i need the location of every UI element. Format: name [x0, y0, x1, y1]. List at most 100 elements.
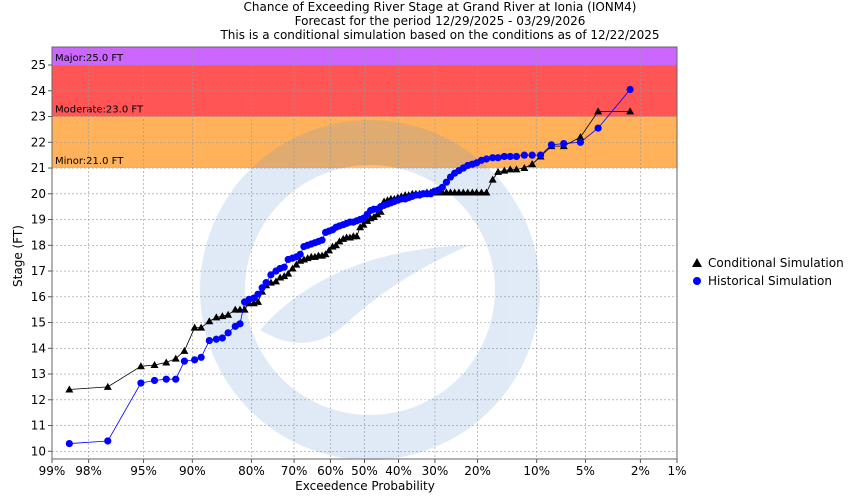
x-tick-label: 70% [281, 464, 308, 478]
data-point-historical [280, 263, 288, 271]
data-point-conditional [205, 317, 214, 325]
data-point-historical [528, 151, 536, 159]
x-tick-label: 1% [667, 464, 686, 478]
chart-titles: Chance of Exceeding River Stage at Grand… [0, 0, 850, 42]
data-point-historical [212, 335, 220, 343]
data-point-conditional [212, 313, 221, 321]
x-tick-label: 50% [351, 464, 378, 478]
data-point-historical [172, 375, 180, 383]
data-point-conditional [224, 310, 233, 318]
data-point-conditional [494, 167, 503, 175]
data-point-historical [489, 154, 497, 162]
y-tick-label: 21 [31, 161, 46, 175]
data-point-conditional [506, 165, 515, 173]
data-point-conditional [65, 385, 74, 393]
x-tick-label: 60% [317, 464, 344, 478]
data-point-historical [500, 152, 508, 161]
data-point-conditional [103, 382, 112, 390]
x-tick-label: 30% [422, 464, 449, 478]
y-tick-label: 18 [31, 238, 46, 252]
y-tick-label: 16 [31, 290, 46, 304]
data-point-conditional [150, 361, 159, 369]
data-point-historical [137, 379, 145, 387]
data-point-conditional [180, 346, 189, 354]
data-point-conditional [332, 241, 341, 249]
data-point-historical [438, 183, 446, 191]
axes: 10 11 12 13 14 15 16 17 18 19 20 21 22 23 24 25 99% 98% 95… [31, 46, 687, 478]
data-point-conditional [162, 358, 171, 366]
data-point-historical [576, 138, 585, 146]
data-point-historical [512, 152, 521, 161]
data-point-conditional [500, 166, 509, 174]
data-point-historical [318, 236, 326, 244]
legend-label-conditional: Conditional Simulation [708, 256, 844, 270]
data-point-historical [205, 336, 213, 345]
data-point-conditional [136, 362, 145, 370]
data-point-historical [224, 329, 232, 337]
grid-lines [51, 47, 678, 459]
plot-border [51, 46, 678, 460]
data-point-historical [197, 353, 205, 361]
y-tick-label: 13 [31, 367, 46, 381]
data-point-historical [218, 334, 226, 342]
data-point-historical [180, 357, 188, 365]
data-point-conditional [254, 297, 263, 305]
band-label-0: Major:25.0 FT [55, 53, 124, 64]
data-point-conditional [171, 354, 180, 362]
x-tick-label: 2% [631, 464, 650, 478]
data-point-conditional [594, 107, 603, 115]
data-point-historical [104, 437, 112, 445]
x-tick-label: 80% [238, 464, 265, 478]
data-point-historical [150, 376, 159, 385]
circle-marker-icon [693, 277, 701, 285]
data-point-historical [520, 151, 528, 159]
y-tick-label: 10 [31, 444, 46, 458]
data-point-conditional [626, 107, 635, 115]
x-tick-label: 5% [576, 464, 595, 478]
data-point-historical [258, 284, 266, 292]
legend-item-historical: Historical Simulation [690, 272, 844, 290]
legend: Conditional Simulation Historical Simula… [690, 254, 844, 290]
data-point-conditional [292, 260, 301, 268]
legend-item-conditional: Conditional Simulation [690, 254, 844, 272]
data-point-conditional [288, 264, 297, 272]
series-layer [65, 85, 635, 448]
data-point-conditional [321, 250, 330, 258]
data-point-historical [236, 320, 244, 328]
triangle-marker-icon [692, 258, 702, 267]
data-point-conditional [218, 312, 227, 320]
y-tick-label: 12 [31, 393, 46, 407]
x-tick-label: 98% [75, 464, 102, 478]
data-point-conditional [284, 269, 293, 277]
band-label-2: Minor:21.0 FT [55, 156, 124, 167]
data-point-historical [536, 151, 545, 159]
data-point-conditional [352, 232, 361, 240]
x-tick-label: 10% [523, 464, 550, 478]
data-point-historical [442, 178, 451, 186]
data-point-conditional [280, 272, 289, 280]
y-tick-label: 15 [31, 316, 46, 330]
chart-subtitle: Forecast for the period 12/29/2025 - 03/… [294, 14, 586, 28]
legend-label-historical: Historical Simulation [708, 274, 832, 288]
data-point-historical [162, 375, 170, 383]
y-tick-label: 11 [31, 419, 46, 433]
data-point-historical [296, 250, 304, 258]
data-point-conditional [271, 277, 280, 285]
y-tick-label: 23 [31, 110, 46, 124]
y-tick-label: 24 [31, 84, 46, 98]
x-tick-label: 40% [385, 464, 412, 478]
data-point-conditional [482, 188, 491, 196]
data-point-historical [254, 290, 262, 298]
data-point-historical [560, 139, 568, 148]
data-point-historical [626, 85, 634, 94]
chart-subtitle-2: This is a conditional simulation based o… [220, 28, 660, 42]
data-point-conditional [376, 207, 385, 215]
data-point-conditional [576, 133, 585, 141]
data-point-historical [594, 124, 602, 132]
y-tick-label: 22 [31, 135, 46, 149]
data-point-conditional [488, 175, 497, 183]
data-point-conditional [512, 165, 521, 173]
x-tick-label: 90% [179, 464, 206, 478]
x-tick-label: 99% [39, 464, 66, 478]
band-label-1: Moderate:23.0 FT [55, 105, 144, 116]
